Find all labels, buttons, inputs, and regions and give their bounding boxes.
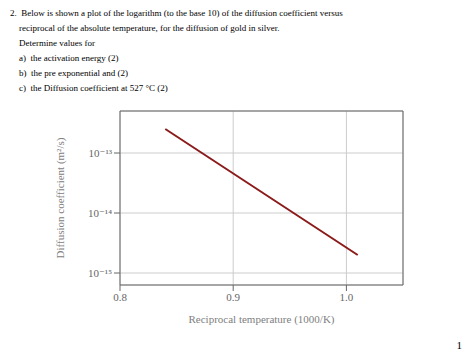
- svg-text:Diffusion coefficient (m²/s): Diffusion coefficient (m²/s): [54, 137, 67, 258]
- html-text:b) the pre exponential and (2): b) the pre exponential and (2): [10, 68, 128, 78]
- svg-text:10⁻¹⁴: 10⁻¹⁴: [88, 207, 112, 219]
- html-text:reciprocal of the absolute tem: reciprocal of the absolute temperature, …: [10, 23, 280, 33]
- html-text:a) the activation energy (2): a) the activation energy (2): [10, 53, 119, 63]
- svg-text:Reciprocal temperature (1000/K: Reciprocal temperature (1000/K): [189, 313, 335, 326]
- html-text:c) the Diffusion coefficient a: c) the Diffusion coefficient at 527 °C (…: [10, 83, 168, 93]
- svg-text:10⁻¹³: 10⁻¹³: [89, 147, 113, 159]
- html-text:Determine values for: Determine values for: [10, 38, 95, 48]
- html-text:1: 1: [456, 339, 462, 351]
- svg-text:10⁻¹⁵: 10⁻¹⁵: [88, 267, 112, 279]
- svg-text:0.8: 0.8: [113, 291, 127, 303]
- svg-text:1.0: 1.0: [340, 291, 354, 303]
- html-text:2. Below is shown a plot of th: 2. Below is shown a plot of the logarith…: [10, 8, 343, 18]
- svg-text:0.9: 0.9: [226, 291, 240, 303]
